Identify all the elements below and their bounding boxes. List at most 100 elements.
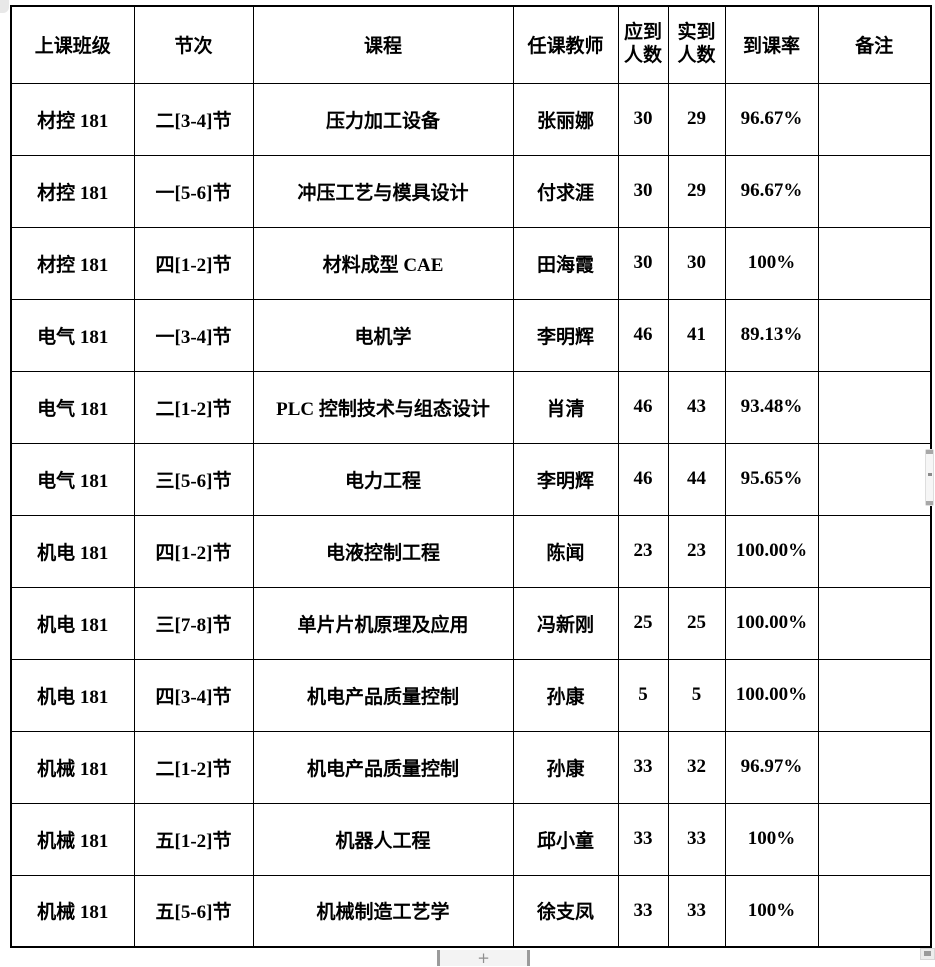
cell-actual: 29	[667, 82, 726, 156]
cell-expected: 23	[617, 514, 669, 588]
cell-class: 机电 181	[10, 514, 135, 588]
cell-teacher: 冯新刚	[512, 586, 619, 660]
cell-actual: 25	[667, 586, 726, 660]
cell-teacher: 孙康	[512, 658, 619, 732]
cell-course: PLC 控制技术与组态设计	[252, 370, 514, 444]
cell-class: 机电 181	[10, 658, 135, 732]
cell-class: 机电 181	[10, 586, 135, 660]
cell-class: 材控 181	[10, 82, 135, 156]
cell-expected: 46	[617, 370, 669, 444]
table-row: 电气 181 二[1-2]节 PLC 控制技术与组态设计 肖清 46 43 93…	[10, 370, 932, 444]
cell-period: 一[5-6]节	[133, 154, 254, 228]
cell-class: 电气 181	[10, 442, 135, 516]
cell-period: 四[1-2]节	[133, 226, 254, 300]
cell-rate: 96.97%	[724, 730, 819, 804]
cell-rate: 100%	[724, 802, 819, 876]
cell-teacher: 张丽娜	[512, 82, 619, 156]
cell-class: 材控 181	[10, 154, 135, 228]
cell-remark	[817, 874, 932, 948]
cell-actual: 43	[667, 370, 726, 444]
cell-expected: 46	[617, 442, 669, 516]
table-row: 材控 181 四[1-2]节 材料成型 CAE 田海霞 30 30 100%	[10, 226, 932, 300]
cell-teacher: 陈闻	[512, 514, 619, 588]
cell-course: 电机学	[252, 298, 514, 372]
cell-rate: 95.65%	[724, 442, 819, 516]
table-row: 机械 181 五[5-6]节 机械制造工艺学 徐支凤 33 33 100%	[10, 874, 932, 948]
col-header-teacher: 任课教师	[512, 5, 619, 84]
cell-remark	[817, 370, 932, 444]
cell-rate: 96.67%	[724, 82, 819, 156]
cell-rate: 100%	[724, 226, 819, 300]
cell-teacher: 李明辉	[512, 298, 619, 372]
cell-actual: 33	[667, 874, 726, 948]
cell-course: 电液控制工程	[252, 514, 514, 588]
table-row: 机电 181 四[3-4]节 机电产品质量控制 孙康 5 5 100.00%	[10, 658, 932, 732]
vertical-scrollbar[interactable]	[925, 449, 934, 506]
cell-actual: 41	[667, 298, 726, 372]
table-row: 机械 181 二[1-2]节 机电产品质量控制 孙康 33 32 96.97%	[10, 730, 932, 804]
cell-rate: 100.00%	[724, 586, 819, 660]
scrollbar-corner-bottom-right[interactable]	[920, 948, 935, 960]
cell-course: 电力工程	[252, 442, 514, 516]
cell-actual: 5	[667, 658, 726, 732]
cell-period: 二[1-2]节	[133, 730, 254, 804]
table-header-row: 上课班级 节次 课程 任课教师 应到 人数 实到 人数 到课率 备注	[10, 5, 932, 84]
cell-course: 压力加工设备	[252, 82, 514, 156]
cell-remark	[817, 298, 932, 372]
plus-icon: +	[477, 949, 490, 967]
cell-teacher: 肖清	[512, 370, 619, 444]
cell-expected: 33	[617, 802, 669, 876]
cell-actual: 33	[667, 802, 726, 876]
col-header-period: 节次	[133, 5, 254, 84]
cell-period: 三[5-6]节	[133, 442, 254, 516]
cell-remark	[817, 802, 932, 876]
col-header-actual: 实到 人数	[667, 5, 726, 84]
cell-rate: 93.48%	[724, 370, 819, 444]
col-header-remark: 备注	[817, 5, 932, 84]
cell-actual: 30	[667, 226, 726, 300]
cell-expected: 30	[617, 226, 669, 300]
cell-remark	[817, 226, 932, 300]
scrollbar-cap-top	[926, 450, 933, 454]
cell-actual: 23	[667, 514, 726, 588]
cell-course: 机械制造工艺学	[252, 874, 514, 948]
table-row: 电气 181 三[5-6]节 电力工程 李明辉 46 44 95.65%	[10, 442, 932, 516]
cell-class: 机械 181	[10, 730, 135, 804]
cell-period: 一[3-4]节	[133, 298, 254, 372]
cell-class: 电气 181	[10, 298, 135, 372]
cell-teacher: 付求涯	[512, 154, 619, 228]
cell-expected: 33	[617, 874, 669, 948]
cell-period: 二[1-2]节	[133, 370, 254, 444]
scrollbar-cap-bottom	[926, 501, 933, 505]
cell-teacher: 邱小童	[512, 802, 619, 876]
cell-expected: 33	[617, 730, 669, 804]
horizontal-scrollbar[interactable]: +	[437, 950, 530, 966]
scrollbar-corner-top-left	[0, 0, 9, 13]
cell-course: 机电产品质量控制	[252, 658, 514, 732]
col-header-class: 上课班级	[10, 5, 135, 84]
cell-course: 材料成型 CAE	[252, 226, 514, 300]
cell-course: 冲压工艺与模具设计	[252, 154, 514, 228]
table-row: 材控 181 一[5-6]节 冲压工艺与模具设计 付求涯 30 29 96.67…	[10, 154, 932, 228]
cell-actual: 44	[667, 442, 726, 516]
table-row: 机电 181 四[1-2]节 电液控制工程 陈闻 23 23 100.00%	[10, 514, 932, 588]
scrollbar-cap-right	[526, 950, 530, 966]
cell-remark	[817, 82, 932, 156]
cell-period: 五[5-6]节	[133, 874, 254, 948]
cell-rate: 100%	[724, 874, 819, 948]
col-header-expected: 应到 人数	[617, 5, 669, 84]
scrollbar-cap-left	[437, 950, 440, 966]
cell-teacher: 徐支凤	[512, 874, 619, 948]
cell-remark	[817, 514, 932, 588]
cell-actual: 29	[667, 154, 726, 228]
table-row: 机电 181 三[7-8]节 单片片机原理及应用 冯新刚 25 25 100.0…	[10, 586, 932, 660]
cell-expected: 46	[617, 298, 669, 372]
col-header-rate: 到课率	[724, 5, 819, 84]
cell-course: 机电产品质量控制	[252, 730, 514, 804]
table-row: 材控 181 二[3-4]节 压力加工设备 张丽娜 30 29 96.67%	[10, 82, 932, 156]
attendance-table: 上课班级 节次 课程 任课教师 应到 人数 实到 人数 到课率 备注 材控 18…	[10, 5, 932, 948]
scrollbar-grip-icon	[928, 473, 932, 476]
cell-period: 四[3-4]节	[133, 658, 254, 732]
cell-teacher: 田海霞	[512, 226, 619, 300]
cell-expected: 25	[617, 586, 669, 660]
